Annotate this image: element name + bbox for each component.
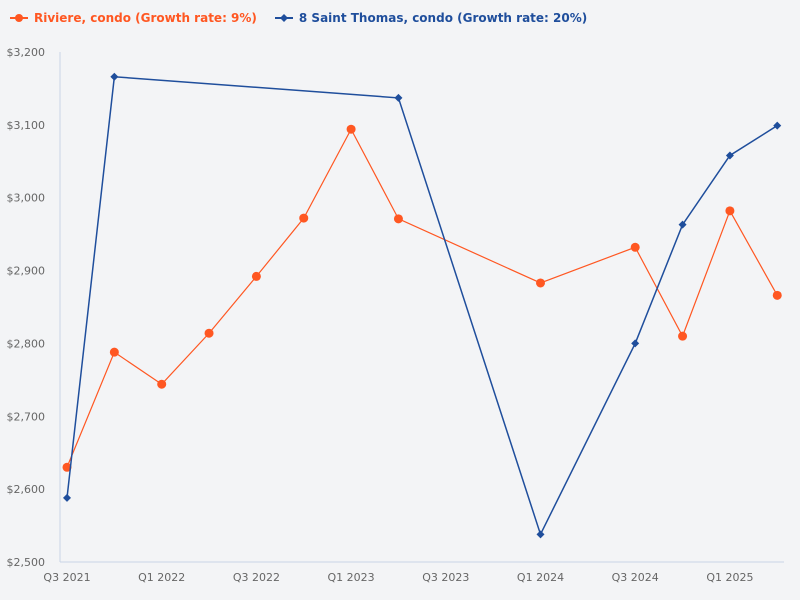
y-tick-label: $2,800 <box>7 337 46 350</box>
legend-item-riviere[interactable]: Riviere, condo (Growth rate: 9%) <box>10 11 257 25</box>
data-point[interactable] <box>346 124 356 134</box>
y-tick-label: $3,000 <box>7 192 46 205</box>
data-point[interactable] <box>394 93 403 102</box>
data-point[interactable] <box>630 242 640 252</box>
y-tick-label: $2,500 <box>7 556 46 569</box>
x-tick-label: Q1 2024 <box>517 571 564 584</box>
x-tick-label: Q3 2021 <box>43 571 90 584</box>
y-tick-label: $2,600 <box>7 483 46 496</box>
series-0 <box>62 124 782 472</box>
data-point[interactable] <box>63 493 71 502</box>
y-tick-label: $2,900 <box>7 265 46 278</box>
x-tick-label: Q1 2023 <box>328 571 375 584</box>
x-tick-label: Q3 2022 <box>233 571 280 584</box>
legend-item-saint-thomas[interactable]: 8 Saint Thomas, condo (Growth rate: 20%) <box>274 11 588 25</box>
data-point[interactable] <box>251 271 261 281</box>
legend-label-riviere: Riviere, condo (Growth rate: 9%) <box>34 11 257 25</box>
data-point[interactable] <box>393 214 403 224</box>
y-tick-label: $3,100 <box>7 119 46 132</box>
y-tick-label: $2,700 <box>7 410 46 423</box>
y-axis: $2,500 $2,600 $2,700 $2,800 $2,900 $3,000 $3,1… <box>7 46 61 569</box>
chart-legend: Riviere, condo (Growth rate: 9%) 8 Saint… <box>10 8 587 28</box>
data-point[interactable] <box>536 530 545 539</box>
data-point[interactable] <box>110 72 119 81</box>
data-point[interactable] <box>204 328 214 338</box>
x-axis: Q3 2021 Q1 2022 Q3 2022 Q1 2023 Q3 2023 Q1 20… <box>43 561 784 584</box>
x-tick-label: Q1 2022 <box>138 571 185 584</box>
x-tick-label: Q1 2025 <box>706 571 753 584</box>
y-tick-label: $3,200 <box>7 46 46 59</box>
series-layer <box>62 72 782 539</box>
legend-label-saint-thomas: 8 Saint Thomas, condo (Growth rate: 20%) <box>298 11 588 25</box>
data-point[interactable] <box>772 290 782 300</box>
data-point[interactable] <box>725 151 734 160</box>
x-tick-label: Q3 2023 <box>422 571 469 584</box>
data-point[interactable] <box>678 220 687 229</box>
series-1 <box>63 72 782 539</box>
data-point[interactable] <box>725 206 735 216</box>
x-tick-label: Q3 2024 <box>612 571 659 584</box>
data-point[interactable] <box>109 347 119 357</box>
circle-marker-icon <box>10 14 28 22</box>
data-point[interactable] <box>773 121 782 130</box>
data-point[interactable] <box>536 278 545 288</box>
data-point[interactable] <box>62 462 72 472</box>
data-point[interactable] <box>299 213 309 223</box>
data-point[interactable] <box>157 379 167 389</box>
data-point[interactable] <box>631 339 640 348</box>
data-point[interactable] <box>678 331 688 341</box>
diamond-marker-icon <box>274 14 293 22</box>
